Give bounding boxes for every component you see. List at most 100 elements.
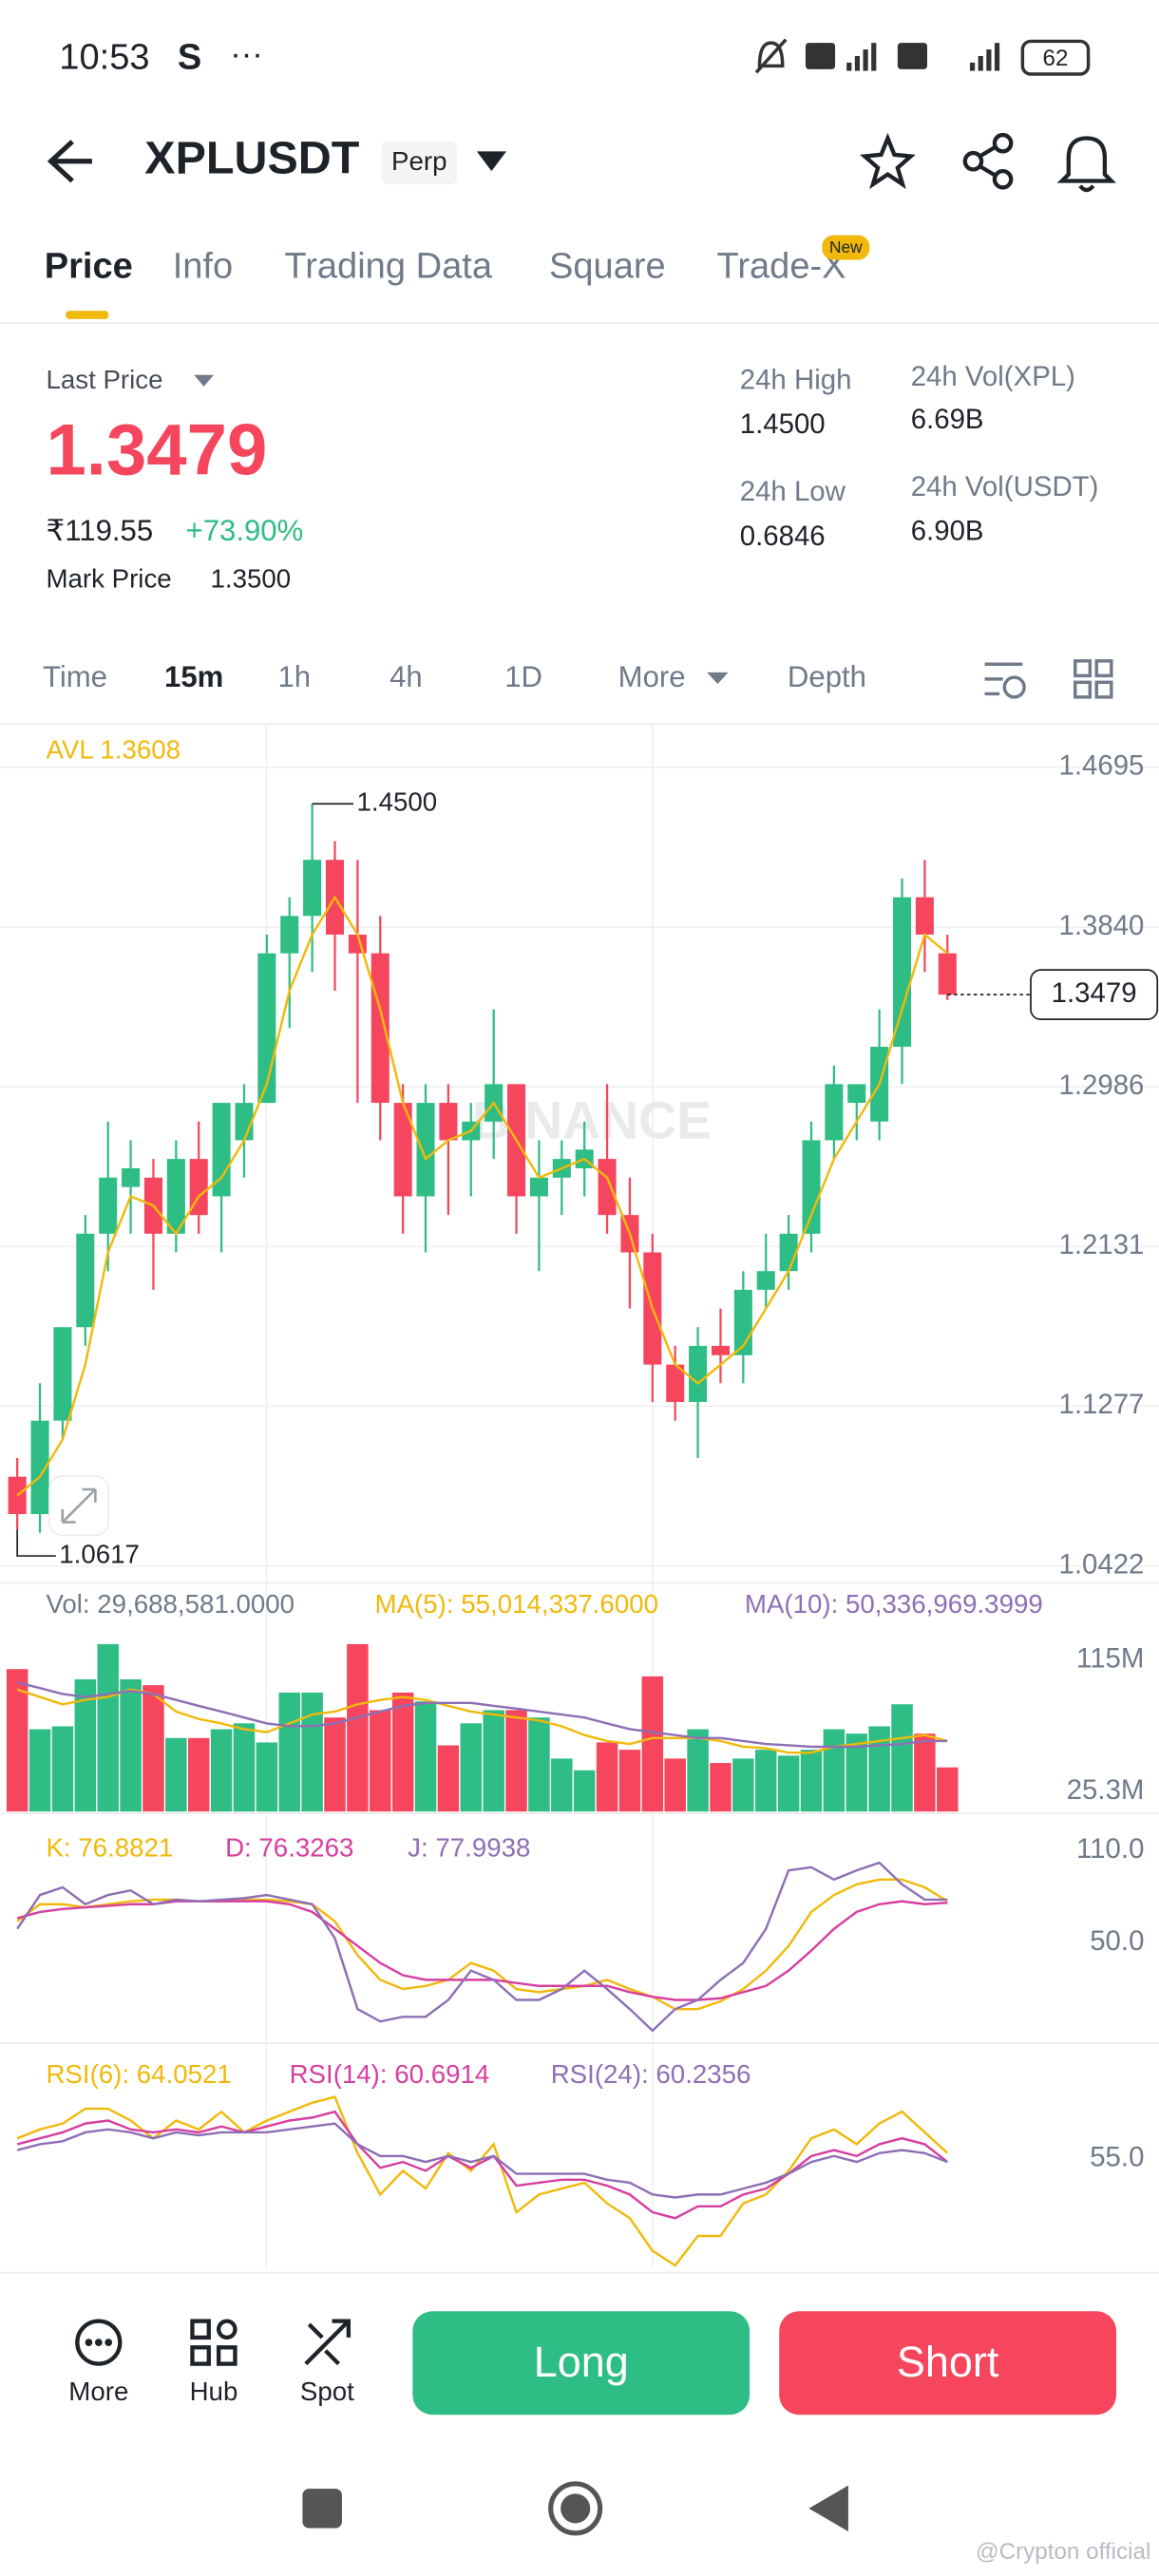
volume-bar (187, 1737, 210, 1812)
y-tick-label: 1.2986 (1058, 1070, 1144, 1101)
interval[interactable]: Time (43, 660, 107, 693)
symbol-dropdown[interactable] (476, 151, 506, 172)
long-label[interactable]: Long (534, 2338, 629, 2386)
volume-bar (754, 1750, 777, 1812)
y-tick-label: 1.2131 (1058, 1229, 1144, 1260)
mute-icon (754, 38, 788, 74)
legend: RSI(14): 60.6914 (290, 2059, 490, 2089)
interval[interactable]: 1h (277, 660, 311, 693)
volume-bar (596, 1742, 618, 1812)
short-button[interactable] (779, 2311, 1117, 2415)
volume-bar (937, 1767, 959, 1812)
tab[interactable]: Price (45, 246, 133, 286)
chart-settings-icon[interactable] (984, 662, 1026, 699)
dropdown-caret[interactable] (194, 374, 214, 387)
tab-indicator (66, 311, 109, 319)
nav-back[interactable] (808, 2485, 848, 2532)
volume-bar (460, 1723, 483, 1812)
action-label[interactable]: More (68, 2377, 128, 2406)
legend: RSI(6): 64.0521 (46, 2059, 231, 2089)
stat-value: 1.4500 (740, 408, 826, 440)
price-change: +73.90% (186, 514, 304, 547)
more-caret[interactable] (707, 672, 729, 685)
action-label[interactable]: Hub (190, 2377, 238, 2406)
legend: K: 76.8821 (46, 1832, 173, 1862)
tab[interactable]: Trading Data (284, 246, 492, 286)
new-badge: New (829, 237, 863, 256)
volume-bar (301, 1692, 323, 1812)
volume-bar (914, 1733, 936, 1812)
more-icon[interactable] (75, 2319, 123, 2366)
candle-body (416, 1103, 435, 1197)
candle-body (847, 1084, 866, 1104)
volume-bar (641, 1676, 664, 1812)
volume-bar (6, 1669, 28, 1812)
volume-bar (370, 1710, 391, 1812)
volume-bar (483, 1710, 504, 1812)
status-icon: ··· (230, 36, 263, 72)
stat-label: 24h Vol(XPL) (911, 361, 1075, 392)
volume-ma-line (16, 1688, 948, 1754)
y-tick-label: 55.0 (1090, 2142, 1144, 2173)
nav-recent[interactable] (302, 2489, 342, 2529)
candle-body (212, 1103, 231, 1197)
kdj-line (16, 1861, 948, 2033)
y-tick-label: 1.3840 (1058, 910, 1144, 941)
candle-body (166, 1159, 185, 1234)
interval[interactable]: 15m (164, 660, 223, 693)
y-tick-label: 1.4695 (1058, 750, 1144, 782)
tab[interactable]: Square (549, 246, 666, 286)
volume-bar (505, 1710, 527, 1812)
favorite-button[interactable] (860, 132, 916, 190)
interval[interactable]: 1D (504, 660, 542, 693)
share-button[interactable] (962, 132, 1014, 190)
badge-bg (381, 141, 458, 184)
nav-home-dot (560, 2493, 591, 2524)
candle-body (756, 1271, 775, 1290)
stat-label: 24h Low (740, 476, 846, 507)
volume-bar (687, 1729, 709, 1812)
last-price: 1.3479 (46, 410, 267, 491)
candle-body (666, 1364, 685, 1402)
interval[interactable]: More (618, 660, 686, 693)
candle-body (30, 1420, 49, 1515)
candle-body (711, 1345, 730, 1355)
layout-icon[interactable] (1074, 659, 1113, 699)
long-button[interactable] (412, 2311, 750, 2415)
volume-bar (573, 1770, 596, 1812)
short-label[interactable]: Short (897, 2338, 999, 2386)
volume-bar (28, 1729, 51, 1812)
y-tick-label: 115M (1076, 1643, 1144, 1675)
high-marker: 1.4500 (357, 787, 438, 817)
volume-bar (414, 1701, 437, 1812)
nav-home[interactable] (548, 2481, 603, 2536)
volume-bar (233, 1723, 256, 1812)
candle-body (598, 1159, 617, 1216)
tab[interactable]: Info (173, 246, 234, 286)
candle-body (393, 1103, 412, 1197)
avl-line (16, 895, 949, 1497)
y-tick-label: 1.1277 (1058, 1389, 1144, 1420)
candle-body (53, 1327, 72, 1421)
volume-bar (618, 1750, 641, 1812)
y-tick-label: 25.3M (1067, 1774, 1145, 1806)
volume-ma-line (16, 1680, 948, 1749)
back-button[interactable] (47, 140, 92, 183)
symbol: XPLUSDT (144, 133, 359, 184)
interval[interactable]: 4h (390, 660, 423, 693)
legend: J: 77.9938 (408, 1832, 530, 1862)
alert-button[interactable] (1056, 136, 1117, 193)
action-label[interactable]: Spot (300, 2377, 354, 2406)
low-marker-line (16, 1529, 56, 1557)
hub-icon[interactable] (190, 2319, 238, 2366)
y-tick-label: 50.0 (1090, 1925, 1144, 1957)
kdj-line (16, 1900, 948, 2001)
volume-bar (800, 1750, 823, 1812)
rsi-line (16, 2095, 949, 2267)
interval[interactable]: Depth (788, 660, 866, 693)
volume-bar (846, 1733, 868, 1812)
legend: D: 76.3263 (225, 1832, 353, 1862)
volume-bar (324, 1717, 346, 1812)
spot-icon[interactable] (304, 2319, 352, 2366)
candle-body (938, 953, 957, 995)
